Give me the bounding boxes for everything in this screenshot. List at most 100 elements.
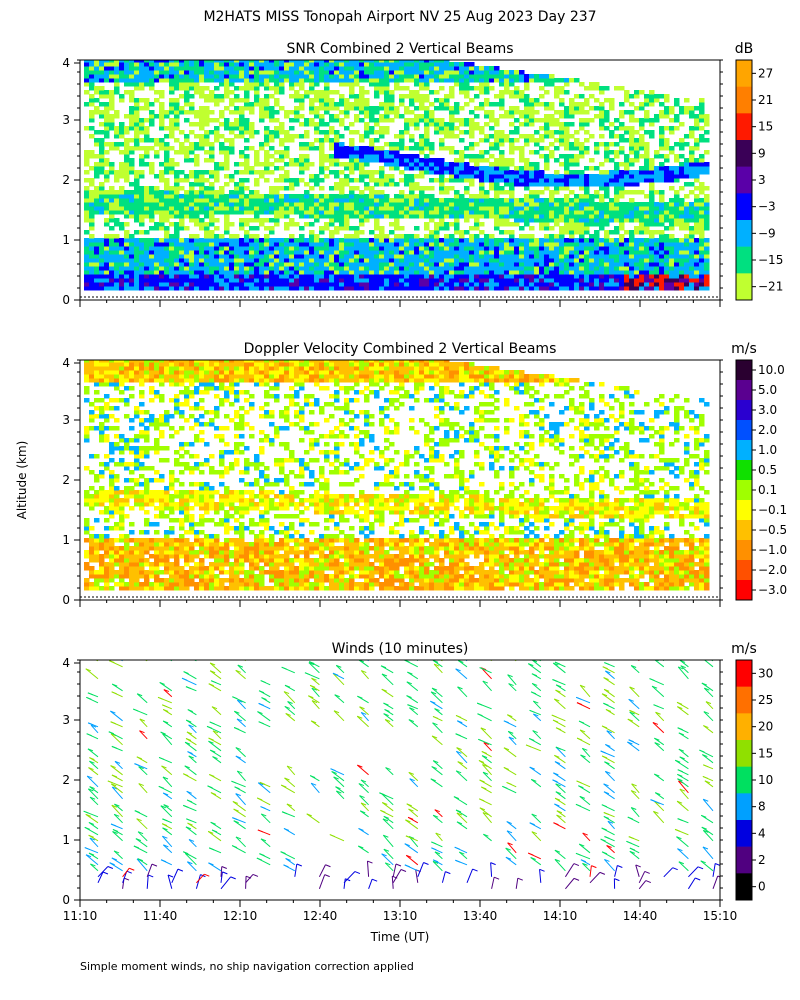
heatmap-cell <box>209 150 215 155</box>
heatmap-cell <box>669 258 675 263</box>
heatmap-cell <box>124 254 130 259</box>
heatmap-cell <box>304 122 310 127</box>
heatmap-cell <box>254 102 260 107</box>
heatmap-cell <box>199 194 205 199</box>
heatmap-cell <box>484 110 490 115</box>
heatmap-cell <box>234 162 240 167</box>
heatmap-cell <box>439 286 445 291</box>
heatmap-cell <box>544 182 550 187</box>
heatmap-cell <box>599 126 605 131</box>
heatmap-cell <box>169 278 175 283</box>
heatmap-cell <box>649 178 655 183</box>
heatmap-cell <box>194 246 200 251</box>
heatmap-cell <box>419 174 425 179</box>
heatmap-cell <box>394 246 400 251</box>
heatmap-cell <box>139 86 145 91</box>
heatmap-cell <box>664 138 670 143</box>
heatmap-cell <box>394 70 400 75</box>
heatmap-cell <box>284 254 290 259</box>
heatmap-cell <box>584 242 590 247</box>
heatmap-cell <box>94 62 100 67</box>
heatmap-cell <box>619 254 625 259</box>
heatmap-cell <box>584 250 590 255</box>
heatmap-cell <box>584 198 590 203</box>
heatmap-cell <box>209 158 215 163</box>
heatmap-cell <box>559 278 565 283</box>
heatmap-cell <box>89 86 95 91</box>
heatmap-cell <box>184 60 190 63</box>
heatmap-cell <box>179 278 185 283</box>
heatmap-cell <box>529 74 535 79</box>
heatmap-cell <box>599 218 605 223</box>
heatmap-cell <box>159 238 165 243</box>
heatmap-cell <box>229 138 235 143</box>
heatmap-cell <box>569 262 575 267</box>
heatmap-cell <box>549 238 555 243</box>
heatmap-cell <box>444 106 450 111</box>
heatmap-cell <box>634 154 640 159</box>
heatmap-cell <box>449 70 455 75</box>
heatmap-cell <box>659 274 665 279</box>
heatmap-cell <box>199 70 205 75</box>
heatmap-cell <box>429 274 435 279</box>
heatmap-cell <box>194 162 200 167</box>
heatmap-cell <box>334 78 340 83</box>
heatmap-cell <box>154 266 160 271</box>
heatmap-cell <box>584 222 590 227</box>
heatmap-cell <box>614 150 620 155</box>
heatmap-cell <box>654 174 660 179</box>
heatmap-cell <box>369 282 375 287</box>
heatmap-cell <box>174 242 180 247</box>
heatmap-cell <box>174 150 180 155</box>
heatmap-cell <box>364 114 370 119</box>
heatmap-cell <box>504 250 510 255</box>
heatmap-cell <box>214 270 220 275</box>
heatmap-cell <box>224 262 230 267</box>
heatmap-cell <box>479 106 485 111</box>
heatmap-cell <box>414 202 420 207</box>
heatmap-cell <box>389 142 395 147</box>
heatmap-cell <box>589 262 595 267</box>
heatmap-cell <box>269 262 275 267</box>
heatmap-cell <box>644 110 650 115</box>
heatmap-cell <box>219 146 225 151</box>
heatmap-cell <box>169 146 175 151</box>
heatmap-cell <box>339 70 345 75</box>
heatmap-cell <box>544 154 550 159</box>
heatmap-cell <box>504 182 510 187</box>
heatmap-cell <box>214 202 220 207</box>
heatmap-cell <box>364 60 370 63</box>
heatmap-cell <box>409 242 415 247</box>
heatmap-cell <box>649 254 655 259</box>
heatmap-cell <box>669 186 675 191</box>
heatmap-cell <box>304 142 310 147</box>
heatmap-cell <box>654 230 660 235</box>
heatmap-cell <box>674 206 680 211</box>
heatmap-cell <box>204 78 210 83</box>
heatmap-cell <box>519 250 525 255</box>
heatmap-cell <box>389 98 395 103</box>
heatmap-cell <box>109 246 115 251</box>
heatmap-cell <box>644 94 650 99</box>
heatmap-cell <box>139 278 145 283</box>
heatmap-cell <box>249 166 255 171</box>
heatmap-cell <box>304 254 310 259</box>
heatmap-cell <box>614 258 620 263</box>
heatmap-cell <box>84 60 90 63</box>
heatmap-cell <box>444 134 450 139</box>
heatmap-cell <box>499 262 505 267</box>
heatmap-cell <box>114 202 120 207</box>
heatmap-cell <box>264 258 270 263</box>
heatmap-cell <box>564 90 570 95</box>
heatmap-cell <box>409 138 415 143</box>
heatmap-cell <box>299 158 305 163</box>
heatmap-cell <box>94 206 100 211</box>
heatmap-cell <box>114 246 120 251</box>
heatmap-cell <box>89 110 95 115</box>
heatmap-cell <box>419 138 425 143</box>
heatmap-cell <box>319 66 325 71</box>
heatmap-cell <box>269 254 275 259</box>
heatmap-cell <box>259 206 265 211</box>
heatmap-cell <box>279 70 285 75</box>
heatmap-cell <box>624 282 630 287</box>
